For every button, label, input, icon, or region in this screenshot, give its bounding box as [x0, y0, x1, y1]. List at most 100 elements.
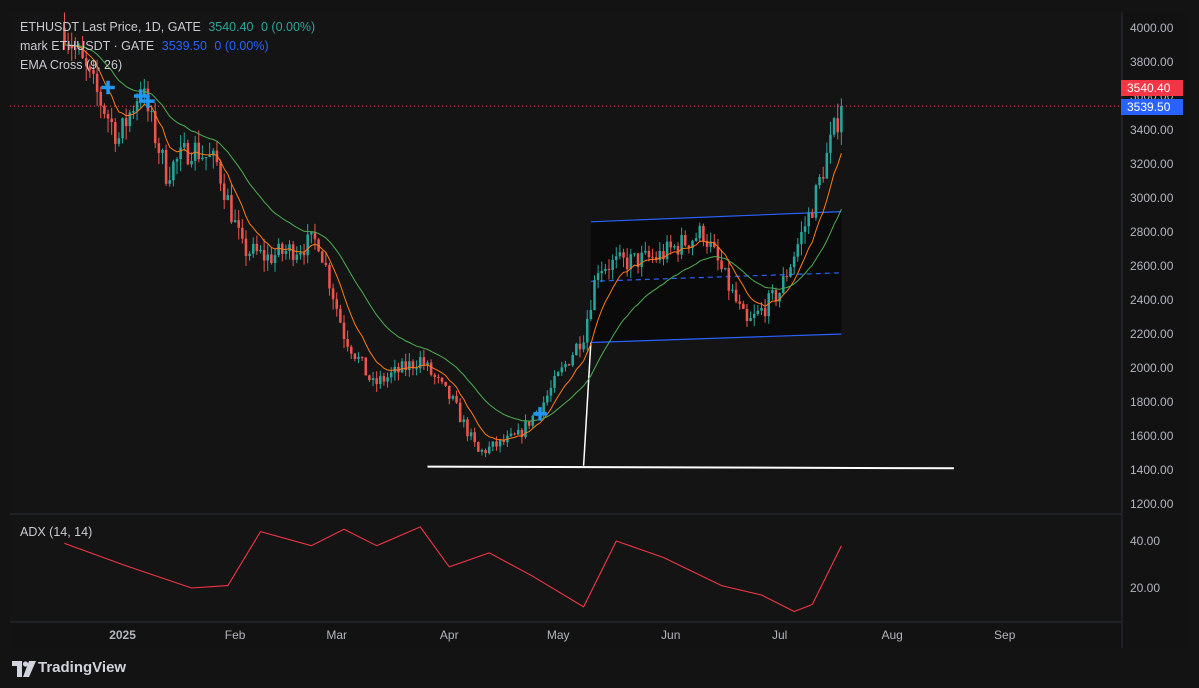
candle-body — [117, 138, 121, 144]
candle-body — [832, 118, 836, 135]
candle-body — [382, 376, 386, 382]
candle-body — [222, 183, 226, 200]
candle-body — [589, 309, 593, 319]
candle-body — [273, 255, 277, 264]
adx-tick-label: 40.00 — [1130, 534, 1160, 548]
candle-body — [88, 66, 92, 70]
candle-body — [556, 372, 560, 376]
legend-mark-price: 3539.50 — [161, 39, 207, 53]
candle-body — [150, 111, 153, 113]
candle-body — [582, 342, 585, 350]
candle-body — [781, 276, 785, 293]
legend-ema[interactable]: EMA Cross (9, 26) — [20, 56, 126, 74]
candle-body — [182, 142, 186, 148]
candle-body — [756, 310, 760, 314]
tradingview-logo-icon[interactable] — [12, 660, 36, 678]
candle-body — [713, 241, 716, 248]
candle-body — [114, 122, 117, 144]
price-tick-label: 3000.00 — [1130, 191, 1174, 205]
candle-body — [179, 147, 182, 160]
price-tick-label: 1600.00 — [1130, 429, 1174, 443]
legend-adx[interactable]: ADX (14, 14) — [20, 523, 96, 541]
signals — [101, 80, 547, 421]
candle-body — [502, 439, 505, 443]
candles — [63, 12, 843, 458]
candle-body — [197, 142, 201, 160]
candle-body — [669, 241, 672, 248]
candle-body — [349, 346, 353, 354]
candle-body — [800, 231, 803, 245]
candle-body — [691, 240, 694, 248]
candle-body — [422, 357, 426, 366]
legend-mark[interactable]: mark ETHUSDT · GATE 3539.50 0 (0.00%) — [20, 37, 273, 55]
candle-body — [745, 308, 749, 322]
candle-body — [70, 45, 73, 49]
time-tick-label: May — [547, 628, 570, 642]
chart-canvas[interactable]: 1200.00 1400.00 1600.00 1800.00 2000.00 2200.… — [0, 0, 1199, 650]
candle-body — [676, 246, 680, 255]
candle-body — [284, 250, 288, 254]
candle-body — [644, 250, 647, 253]
candle-body — [124, 118, 128, 127]
price-tick-label: 3400.00 — [1130, 123, 1174, 137]
candle-body — [807, 212, 810, 227]
legend-adx-name: ADX (14, 14) — [20, 525, 93, 539]
candle-body — [455, 395, 458, 403]
candle-body — [237, 220, 240, 228]
candle-body — [397, 366, 400, 373]
candle-body — [135, 101, 139, 112]
candle-body — [295, 254, 299, 260]
brand-name[interactable]: TradingView — [38, 659, 127, 676]
candle-body — [230, 194, 233, 223]
candle-body — [233, 220, 237, 223]
candle-body — [324, 262, 328, 265]
candle-body — [546, 395, 549, 403]
candle-body — [560, 367, 564, 373]
candle-body — [767, 293, 771, 317]
ema-cross-marker — [101, 80, 115, 95]
candle-body — [375, 378, 378, 385]
candle-body — [647, 250, 651, 258]
legend-main[interactable]: ETHUSDT Last Price, 1D, GATE 3540.40 0 (… — [20, 18, 319, 36]
legend-main-change: 0 (0.00%) — [261, 20, 316, 34]
channel-layer — [590, 211, 842, 344]
candle-body — [673, 246, 676, 248]
candle-body — [836, 118, 839, 133]
candle-body — [241, 227, 244, 239]
candle-body — [404, 361, 407, 371]
candle-body — [328, 264, 331, 289]
candle-body — [516, 429, 520, 435]
legend-ema-name: EMA Cross (9, 26) — [20, 58, 123, 72]
candle-body — [633, 253, 636, 255]
chart-area[interactable] — [10, 12, 1122, 648]
grid — [10, 12, 1185, 648]
candle-body — [549, 387, 553, 396]
legend-mark-name: mark ETHUSDT · GATE — [20, 39, 155, 53]
candle-body — [477, 442, 480, 452]
candle-body — [313, 232, 317, 240]
candle-body — [92, 69, 95, 74]
candle-body — [640, 252, 643, 267]
candle-body — [785, 276, 789, 278]
candle-body — [825, 152, 829, 179]
price-axis-band — [1122, 12, 1185, 648]
candle-body — [63, 28, 66, 45]
ema-cross-marker — [533, 407, 547, 421]
candle-body — [437, 376, 440, 378]
channel-fill — [590, 211, 842, 343]
candle-body — [600, 271, 604, 274]
candle-body — [259, 249, 262, 252]
candle-body — [698, 225, 702, 239]
ema-fast-line — [64, 44, 842, 441]
candle-body — [339, 308, 342, 323]
candle-body — [567, 364, 571, 366]
candle-body — [625, 257, 629, 270]
mark-price-tag: 3539.50 — [1121, 99, 1183, 115]
candle-body — [415, 368, 418, 370]
candle-body — [132, 111, 135, 113]
legend-main-price: 3540.40 — [208, 20, 254, 34]
candle-body — [495, 441, 498, 447]
candle-body — [411, 361, 415, 369]
time-tick-label: Jun — [661, 628, 680, 642]
